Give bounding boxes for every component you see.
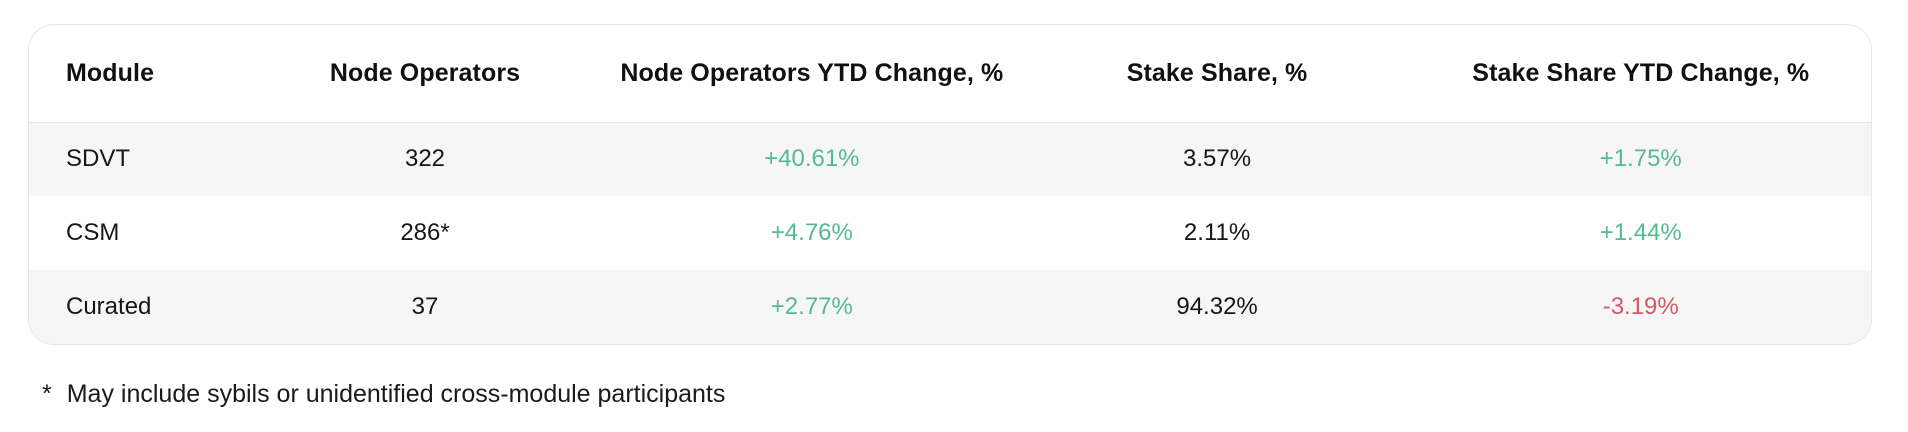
table-row-curated: Curated 37 +2.77% 94.32% -3.19% — [29, 270, 1871, 344]
footnote: * May include sybils or unidentified cro… — [42, 380, 725, 409]
footnote-asterisk: * — [42, 380, 52, 408]
cell-node-operators: 322 — [404, 145, 446, 173]
cell-stake-share: 94.32% — [1176, 293, 1258, 320]
cell-node-operators-ytd-change: +2.77% — [770, 293, 853, 320]
footnote-text: May include sybils or unidentified cross… — [66, 380, 726, 408]
modules-table: Module Node Operators Node Operators YTD… — [29, 25, 1871, 344]
column-header-node-operators-ytd-change: Node Operators YTD Change, % — [600, 25, 1024, 123]
cell-module: CSM — [66, 219, 120, 246]
cell-node-operators: 37 — [411, 293, 439, 320]
cell-module: Curated — [66, 293, 152, 320]
column-header-stake-share: Stake Share, % — [1023, 25, 1411, 123]
table-row-sdvt: SDVT 322 +40.61% 3.57% +1.75% — [29, 122, 1871, 196]
header-row: Module Node Operators Node Operators YTD… — [29, 25, 1871, 123]
cell-stake-share-ytd-change: +1.44% — [1599, 219, 1682, 246]
cell-node-operators: 286* — [400, 219, 450, 246]
modules-table-card: Module Node Operators Node Operators YTD… — [28, 24, 1872, 345]
cell-stake-share-ytd-change: +1.75% — [1599, 145, 1682, 173]
cell-node-operators-ytd-change: +4.76% — [770, 219, 853, 246]
cell-stake-share: 3.57% — [1183, 145, 1252, 173]
column-header-stake-share-ytd-change: Stake Share YTD Change, % — [1410, 25, 1871, 123]
cell-stake-share: 2.11% — [1183, 219, 1251, 246]
column-header-node-operators: Node Operators — [250, 25, 600, 123]
cell-node-operators-ytd-change: +40.61% — [764, 145, 860, 173]
cell-module: SDVT — [66, 145, 131, 173]
column-header-module: Module — [29, 25, 251, 123]
cell-stake-share-ytd-change: -3.19% — [1602, 293, 1679, 320]
table-row-csm: CSM 286* +4.76% 2.11% +1.44% — [29, 196, 1871, 270]
